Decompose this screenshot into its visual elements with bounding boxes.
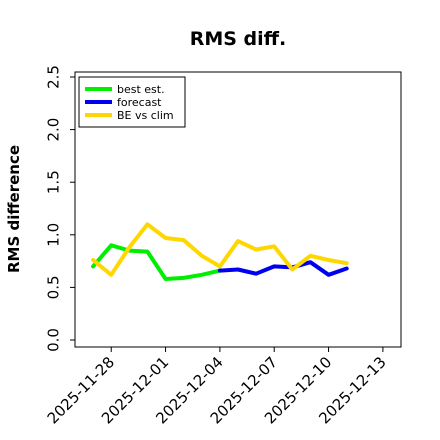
y-tick-label: 0.5 [44, 275, 62, 299]
y-axis: 0.0 0.5 1.0 1.5 2.0 2.5 [44, 65, 75, 352]
legend-label: forecast [117, 96, 162, 109]
y-tick-label: 2.0 [44, 118, 62, 142]
y-tick-label: 2.5 [44, 65, 62, 89]
y-axis-label: RMS difference [5, 145, 23, 273]
legend-label: best est. [117, 83, 165, 96]
y-tick-label: 1.0 [44, 223, 62, 247]
x-axis: 2025-11-282025-12-012025-12-042025-12-07… [44, 347, 390, 427]
series-layer [91, 222, 349, 281]
chart-title: RMS diff. [190, 28, 287, 50]
series-line-0 [91, 243, 222, 281]
series-line-1 [217, 260, 349, 277]
y-tick-label: 0.0 [44, 328, 62, 352]
legend-label: BE vs clim [117, 109, 174, 122]
series-line-2 [91, 222, 349, 277]
y-tick-label: 1.5 [44, 170, 62, 194]
plot-area [74, 71, 402, 348]
plot-frame [74, 71, 402, 348]
